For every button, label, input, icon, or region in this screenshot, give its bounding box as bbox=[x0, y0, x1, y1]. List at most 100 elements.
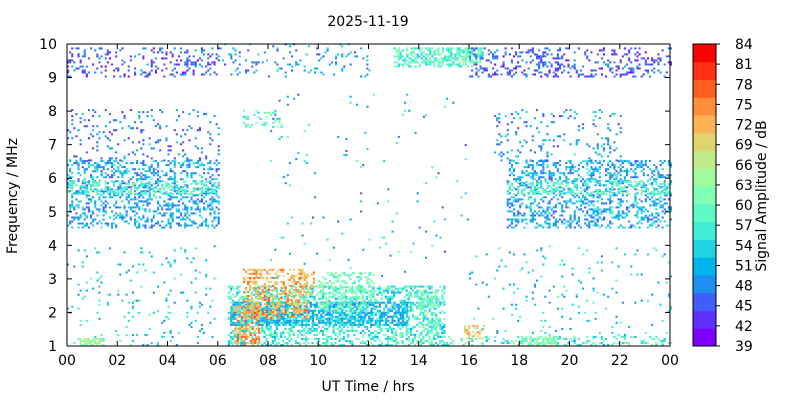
heatmap-cell bbox=[619, 159, 622, 162]
heatmap-cell bbox=[207, 188, 210, 191]
heatmap-cell bbox=[213, 200, 216, 203]
heatmap-cell bbox=[184, 153, 187, 156]
heatmap-cell bbox=[106, 193, 109, 195]
heatmap-cell bbox=[663, 202, 666, 205]
heatmap-cell bbox=[636, 164, 639, 167]
heatmap-cell bbox=[427, 61, 430, 64]
heatmap-cell bbox=[240, 297, 243, 300]
heatmap-cell bbox=[322, 307, 325, 310]
heatmap-cell bbox=[552, 342, 555, 344]
heatmap-cell bbox=[186, 157, 189, 160]
heatmap-cell bbox=[594, 125, 597, 128]
heatmap-cell bbox=[540, 335, 543, 338]
heatmap-cell bbox=[184, 133, 187, 136]
heatmap-cell bbox=[481, 47, 484, 50]
heatmap-cell bbox=[163, 75, 166, 78]
heatmap-cell bbox=[615, 133, 618, 136]
heatmap-cell bbox=[653, 174, 656, 177]
heatmap-cell bbox=[113, 214, 116, 217]
heatmap-cell bbox=[544, 342, 547, 344]
heatmap-cell bbox=[188, 55, 191, 58]
heatmap-cell bbox=[525, 111, 528, 114]
heatmap-cell bbox=[594, 69, 597, 72]
heatmap-cell bbox=[186, 224, 189, 227]
heatmap-cell bbox=[596, 261, 599, 264]
heatmap-cell bbox=[142, 193, 145, 195]
heatmap-cell bbox=[506, 226, 509, 229]
heatmap-cell bbox=[134, 184, 137, 187]
heatmap-cell bbox=[104, 164, 107, 167]
heatmap-cell bbox=[550, 121, 553, 124]
heatmap-cell bbox=[515, 340, 518, 342]
heatmap-cell bbox=[79, 200, 82, 203]
heatmap-cell bbox=[173, 157, 176, 160]
heatmap-cell bbox=[161, 170, 164, 173]
heatmap-cell bbox=[150, 226, 153, 229]
heatmap-cell bbox=[529, 176, 532, 179]
heatmap-cell bbox=[577, 208, 580, 211]
heatmap-cell bbox=[577, 125, 580, 128]
heatmap-cell bbox=[632, 69, 635, 72]
heatmap-cell bbox=[617, 210, 620, 213]
heatmap-cell bbox=[531, 168, 534, 171]
heatmap-cell bbox=[326, 340, 329, 342]
heatmap-cell bbox=[489, 51, 492, 54]
heatmap-cell bbox=[108, 162, 111, 165]
heatmap-cell bbox=[565, 176, 568, 179]
heatmap-cell bbox=[619, 164, 622, 167]
heatmap-cell bbox=[184, 204, 187, 207]
heatmap-cell bbox=[443, 335, 446, 338]
heatmap-cell bbox=[519, 342, 522, 344]
heatmap-cell bbox=[565, 220, 568, 223]
heatmap-cell bbox=[269, 329, 272, 332]
heatmap-cell bbox=[563, 65, 566, 68]
heatmap-cell bbox=[257, 115, 260, 118]
heatmap-cell bbox=[100, 281, 103, 284]
heatmap-cell bbox=[83, 249, 86, 252]
heatmap-cell bbox=[523, 166, 526, 169]
heatmap-cell bbox=[649, 214, 652, 217]
heatmap-cell bbox=[607, 224, 610, 227]
heatmap-cell bbox=[92, 182, 95, 185]
heatmap-cell bbox=[531, 172, 534, 175]
heatmap-cell bbox=[510, 218, 513, 221]
heatmap-cell bbox=[77, 55, 80, 58]
heatmap-cell bbox=[592, 277, 595, 280]
heatmap-cell bbox=[309, 327, 312, 330]
heatmap-cell bbox=[96, 170, 99, 173]
heatmap-cell bbox=[259, 285, 262, 288]
heatmap-cell bbox=[268, 111, 271, 114]
heatmap-cell bbox=[615, 291, 618, 294]
heatmap-cell bbox=[67, 182, 70, 185]
heatmap-cell bbox=[211, 196, 214, 199]
heatmap-cell bbox=[563, 133, 566, 136]
heatmap-cell bbox=[464, 51, 467, 54]
heatmap-cell bbox=[596, 218, 599, 221]
heatmap-cell bbox=[330, 342, 333, 344]
heatmap-cell bbox=[615, 194, 618, 197]
heatmap-cell bbox=[429, 63, 432, 66]
heatmap-cell bbox=[171, 196, 174, 199]
heatmap-cell bbox=[546, 184, 549, 187]
heatmap-cell bbox=[445, 59, 448, 62]
heatmap-cell bbox=[182, 180, 185, 183]
heatmap-cell bbox=[615, 184, 618, 187]
heatmap-cell bbox=[127, 69, 130, 72]
heatmap-cell bbox=[67, 71, 70, 74]
heatmap-cell bbox=[515, 220, 518, 223]
heatmap-cell bbox=[575, 295, 578, 298]
heatmap-cell bbox=[653, 186, 656, 189]
heatmap-cell bbox=[177, 188, 180, 191]
heatmap-cell bbox=[192, 186, 195, 189]
heatmap-cell bbox=[192, 222, 195, 225]
heatmap-cell bbox=[544, 220, 547, 223]
heatmap-cell bbox=[217, 168, 220, 171]
heatmap-cell bbox=[125, 325, 128, 328]
heatmap-cell bbox=[123, 170, 126, 173]
heatmap-cell bbox=[87, 109, 90, 112]
heatmap-cell bbox=[119, 49, 122, 52]
heatmap-cell bbox=[567, 200, 570, 203]
heatmap-cell bbox=[203, 53, 206, 56]
heatmap-cell bbox=[271, 301, 274, 304]
heatmap-cell bbox=[134, 299, 137, 302]
